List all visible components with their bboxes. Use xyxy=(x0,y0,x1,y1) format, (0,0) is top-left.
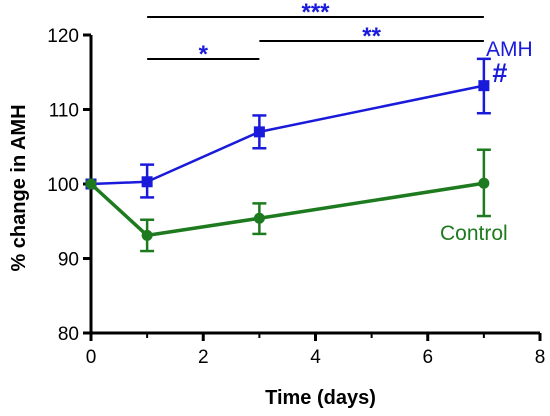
series-amh: AMH xyxy=(85,38,533,199)
y-tick-label: 120 xyxy=(47,26,79,47)
y-tick-label: 100 xyxy=(47,175,79,196)
x-axis-title: Time (days) xyxy=(265,387,376,409)
significance-label: ** xyxy=(362,23,381,50)
chart-series: AMH Control # xyxy=(85,38,533,253)
data-point xyxy=(253,126,265,138)
data-point xyxy=(85,178,97,190)
series-control: Control xyxy=(85,148,508,253)
series-label: AMH xyxy=(486,38,533,61)
significance-annotations: ****** xyxy=(147,0,484,68)
annotation-hash: # xyxy=(492,58,507,88)
y-axis-title: % change in AMH xyxy=(8,104,30,271)
y-tick-label: 110 xyxy=(49,101,79,122)
x-tick-label: 2 xyxy=(198,347,209,368)
significance-label: *** xyxy=(301,0,330,26)
series-line xyxy=(90,84,485,186)
x-tick-label: 0 xyxy=(86,347,97,368)
y-tick-label: 80 xyxy=(58,324,79,345)
data-point xyxy=(141,229,153,241)
significance-label: * xyxy=(199,41,209,68)
data-point xyxy=(253,212,265,224)
data-point xyxy=(478,177,490,189)
data-point xyxy=(141,176,153,188)
x-tick-label: 6 xyxy=(422,347,433,368)
chart-axes: 0 2 4 6 8 80 90 100 110 120 xyxy=(47,26,545,368)
data-point xyxy=(478,80,490,92)
series-label: Control xyxy=(440,222,508,245)
y-tick-label: 90 xyxy=(58,250,79,271)
x-tick-label: 4 xyxy=(310,347,321,368)
series-line xyxy=(89,181,485,238)
x-tick-label: 8 xyxy=(535,347,546,368)
